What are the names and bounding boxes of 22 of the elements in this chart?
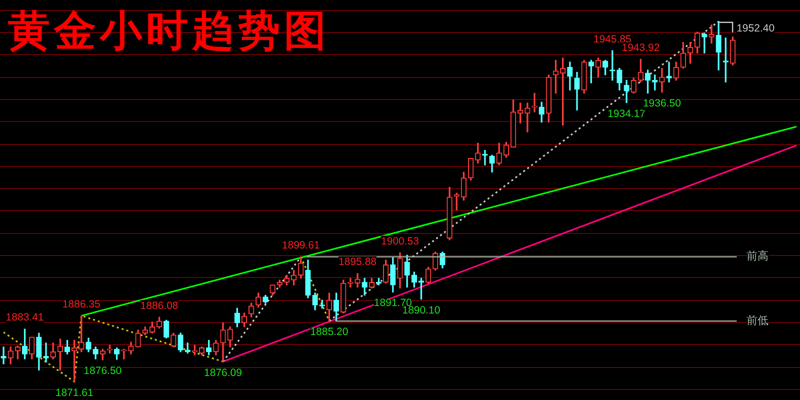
candlestick bbox=[532, 92, 538, 112]
annotation: 1876.50 bbox=[84, 365, 122, 378]
annotation: 1886.35 bbox=[62, 298, 101, 311]
annotation: 1885.20 bbox=[310, 326, 348, 338]
annotation: 1943.92 bbox=[622, 42, 660, 54]
annotation: 1900.53 bbox=[381, 235, 420, 248]
annotation: 1886.08 bbox=[140, 300, 178, 312]
chart-title: 黄金小时趋势图 bbox=[8, 6, 330, 56]
annotation: 1952.40 bbox=[736, 22, 775, 34]
annotation: 1871.61 bbox=[55, 386, 94, 399]
annotation: 1876.09 bbox=[204, 366, 242, 379]
annotation: 1895.88 bbox=[338, 256, 377, 268]
candlestick bbox=[524, 102, 530, 132]
ref-line-label: 前高 bbox=[746, 250, 769, 263]
annotation: 1883.41 bbox=[6, 312, 44, 324]
annotation: 1934.17 bbox=[608, 108, 646, 120]
candlestick bbox=[708, 24, 714, 44]
candlestick bbox=[659, 68, 665, 93]
ref-line-label: 前低 bbox=[746, 314, 769, 327]
annotation: 1899.61 bbox=[282, 239, 320, 252]
candlestick bbox=[702, 32, 708, 54]
annotation: 1936.50 bbox=[642, 97, 682, 110]
